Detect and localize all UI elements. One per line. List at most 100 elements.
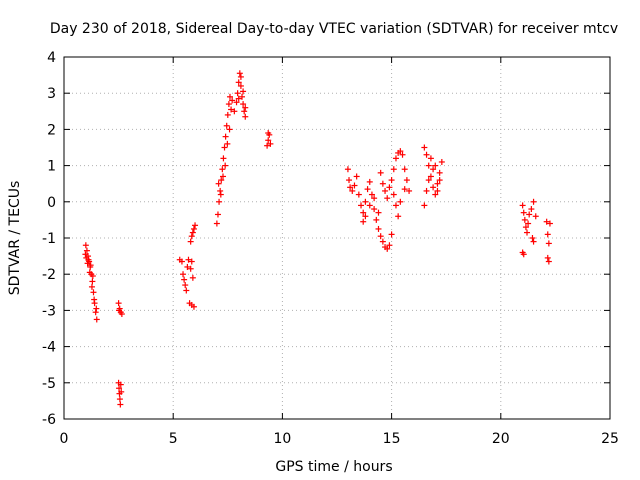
data-point bbox=[532, 213, 539, 220]
data-point bbox=[241, 108, 248, 115]
data-point bbox=[530, 198, 537, 205]
data-point bbox=[347, 184, 354, 191]
data-point bbox=[83, 247, 90, 254]
data-point bbox=[371, 195, 378, 202]
data-point bbox=[224, 111, 231, 118]
data-point bbox=[233, 99, 240, 106]
x-tick-label: 25 bbox=[601, 431, 619, 447]
data-point bbox=[375, 209, 382, 216]
data-point bbox=[425, 162, 432, 169]
data-point bbox=[390, 191, 397, 198]
data-point bbox=[543, 218, 550, 225]
y-tick-label: 3 bbox=[47, 86, 56, 102]
data-point bbox=[189, 229, 196, 236]
data-point bbox=[188, 258, 195, 265]
y-tick-label: 0 bbox=[47, 195, 56, 211]
data-point bbox=[231, 108, 238, 115]
data-point bbox=[85, 256, 92, 263]
data-point bbox=[221, 144, 228, 151]
y-tick-label: 1 bbox=[47, 159, 56, 175]
data-point bbox=[216, 198, 223, 205]
data-point bbox=[264, 142, 271, 149]
data-point bbox=[115, 300, 122, 307]
data-point bbox=[427, 173, 434, 180]
data-point bbox=[529, 235, 536, 241]
x-tick-label: 20 bbox=[492, 431, 510, 447]
data-point bbox=[349, 187, 356, 194]
y-axis-label: SDTVAR / TECUs bbox=[7, 181, 23, 296]
data-point bbox=[524, 229, 531, 236]
data-point bbox=[183, 287, 190, 294]
data-point bbox=[82, 251, 89, 258]
data-point bbox=[188, 233, 195, 240]
data-point bbox=[530, 238, 537, 245]
data-point bbox=[187, 238, 194, 245]
data-point bbox=[371, 206, 378, 213]
data-points bbox=[82, 70, 553, 408]
x-axis-label: GPS time / hours bbox=[275, 459, 392, 475]
data-point bbox=[265, 137, 272, 144]
data-point bbox=[117, 401, 124, 408]
data-point bbox=[235, 79, 242, 86]
grid bbox=[64, 57, 610, 419]
data-point bbox=[267, 140, 274, 147]
data-point bbox=[180, 271, 187, 278]
data-point bbox=[519, 202, 526, 209]
data-point bbox=[351, 182, 358, 189]
data-point bbox=[377, 233, 384, 240]
data-point bbox=[222, 162, 229, 169]
data-point bbox=[520, 209, 527, 216]
data-point bbox=[90, 289, 97, 296]
data-point bbox=[386, 242, 393, 249]
data-point bbox=[375, 225, 382, 232]
x-tick-labels: 0 5 10 15 20 25 bbox=[60, 431, 619, 447]
y-tick-label: 4 bbox=[47, 50, 56, 66]
data-point bbox=[214, 211, 221, 218]
y-tick-label: -5 bbox=[42, 376, 56, 392]
data-point bbox=[545, 258, 552, 265]
data-point bbox=[219, 173, 226, 180]
data-point bbox=[362, 198, 369, 205]
data-point bbox=[89, 278, 96, 285]
data-point bbox=[185, 256, 192, 263]
data-point bbox=[192, 222, 199, 229]
data-point bbox=[236, 70, 243, 77]
data-point bbox=[88, 283, 95, 290]
y-tick-label: -4 bbox=[42, 340, 56, 356]
data-point bbox=[382, 187, 389, 194]
data-point bbox=[217, 187, 224, 194]
data-point bbox=[526, 211, 533, 218]
data-point bbox=[395, 213, 402, 220]
y-tick-labels: -6 -5 -4 -3 -2 -1 0 1 2 3 4 bbox=[42, 50, 56, 428]
y-tick-label: 2 bbox=[47, 122, 56, 138]
data-point bbox=[242, 113, 249, 120]
data-point bbox=[237, 82, 244, 89]
x-tick-label: 0 bbox=[60, 431, 69, 447]
x-tick-label: 15 bbox=[383, 431, 401, 447]
data-point bbox=[520, 251, 527, 258]
data-point bbox=[189, 274, 196, 281]
data-point bbox=[215, 180, 222, 187]
y-tick-label: -6 bbox=[42, 412, 56, 428]
data-point bbox=[438, 158, 445, 165]
data-point bbox=[238, 93, 245, 100]
data-point bbox=[358, 202, 365, 209]
data-point bbox=[226, 93, 233, 100]
data-point bbox=[86, 269, 93, 276]
data-point bbox=[544, 231, 551, 238]
data-point bbox=[218, 177, 225, 184]
data-point bbox=[116, 385, 123, 392]
data-point bbox=[436, 177, 443, 184]
data-point bbox=[427, 155, 434, 162]
data-point bbox=[217, 191, 224, 198]
data-point bbox=[182, 282, 189, 289]
data-point bbox=[379, 180, 386, 187]
data-point bbox=[222, 133, 229, 140]
data-point bbox=[401, 186, 408, 193]
data-point bbox=[93, 316, 100, 323]
data-point bbox=[388, 177, 395, 184]
data-point bbox=[228, 106, 235, 113]
data-point bbox=[219, 166, 226, 173]
data-point bbox=[89, 273, 96, 280]
data-point bbox=[234, 90, 241, 97]
